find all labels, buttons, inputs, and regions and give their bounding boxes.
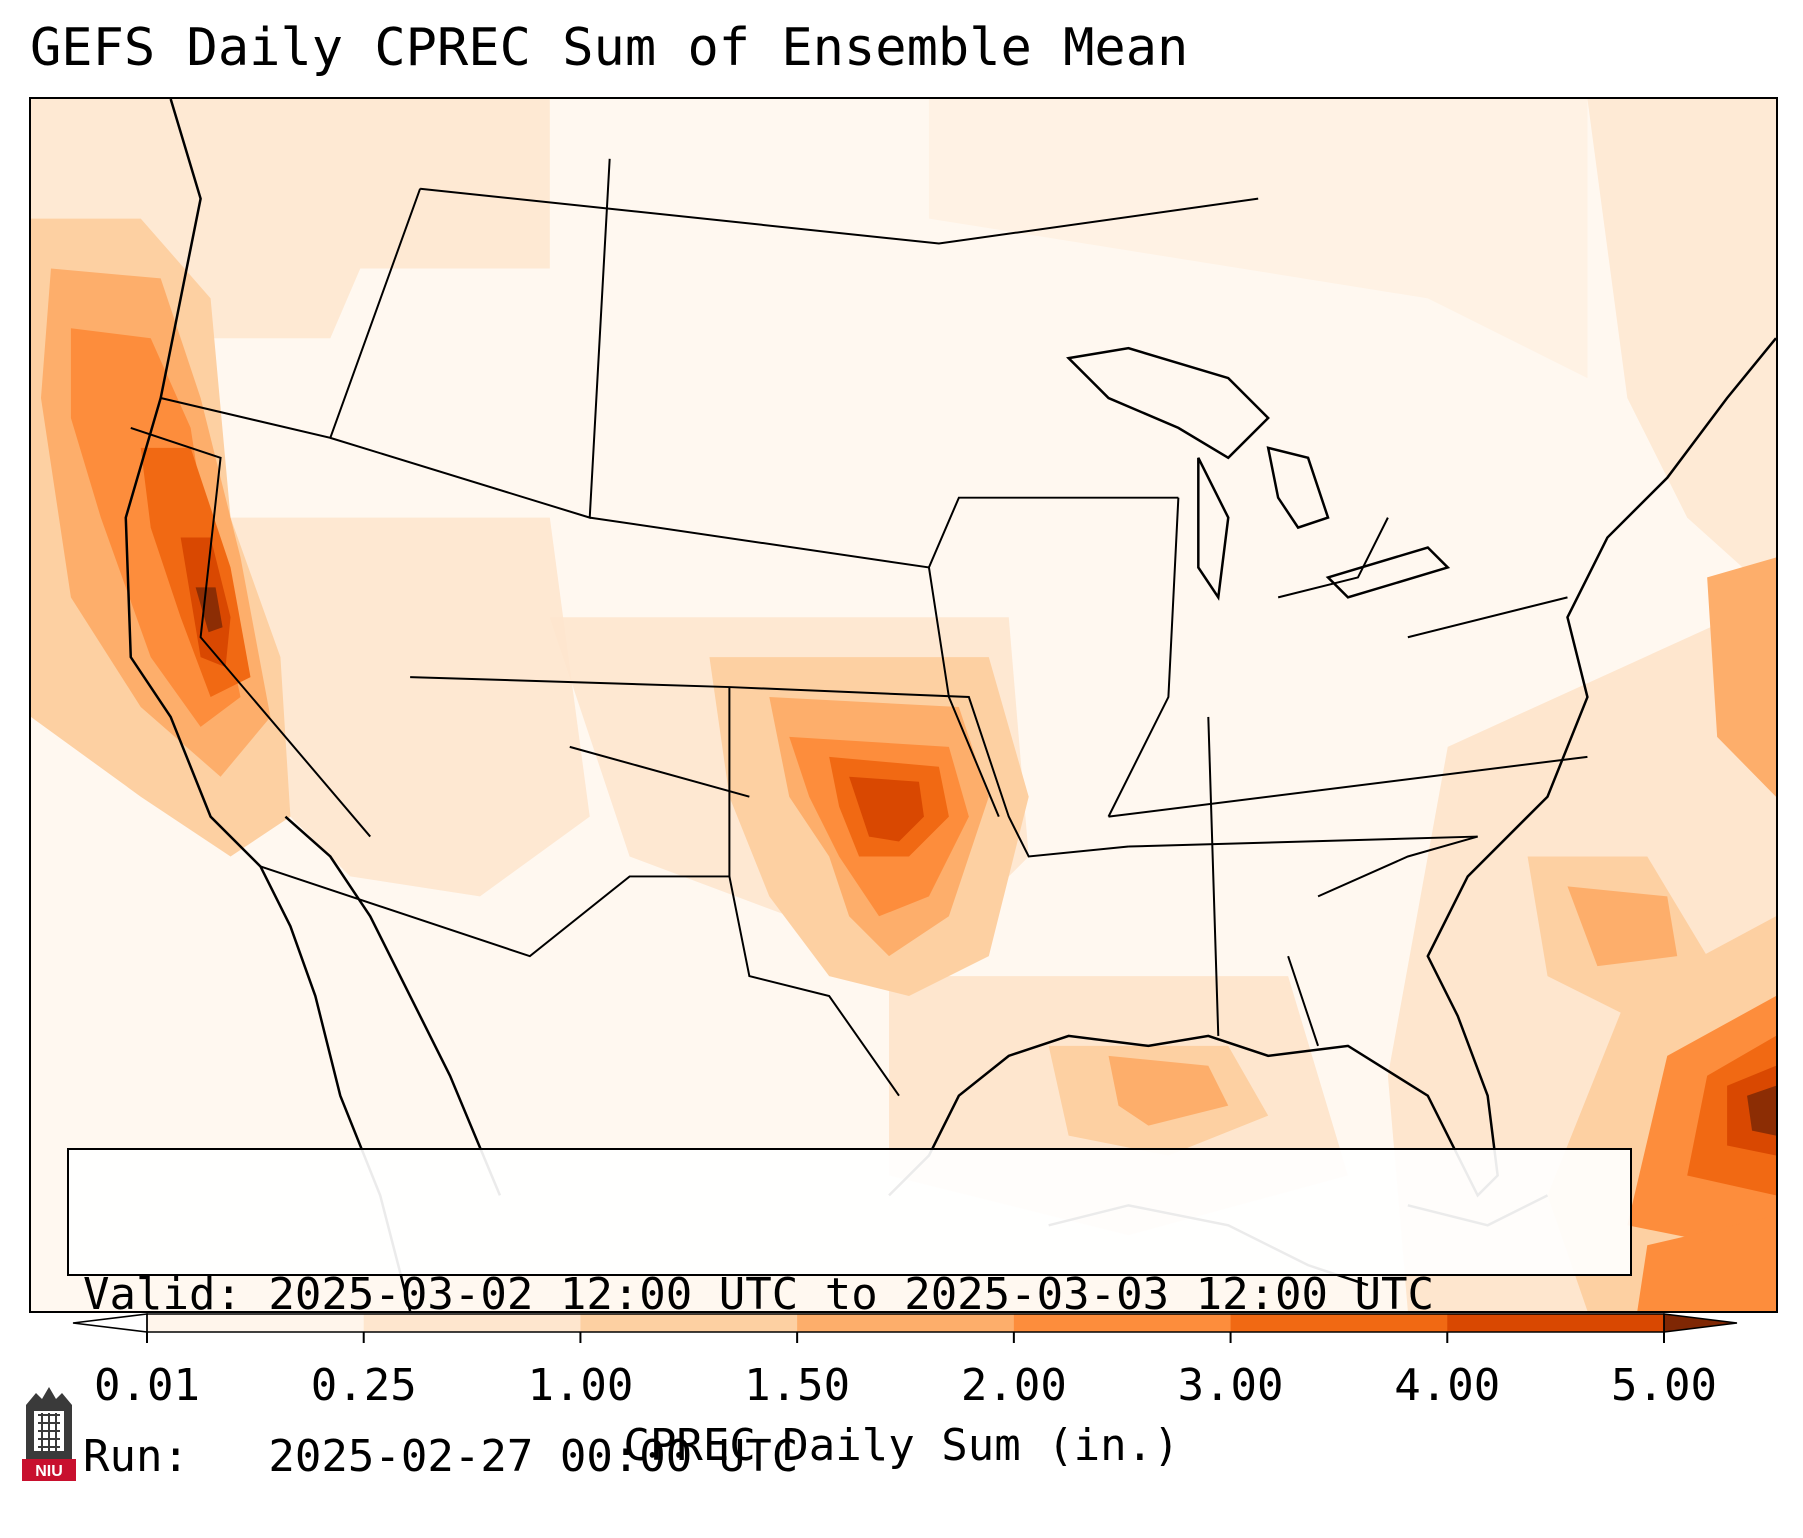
map-panel — [29, 97, 1778, 1313]
colorbar-outline — [146, 1313, 1665, 1333]
colorbar-segment — [1013, 1314, 1232, 1332]
colorbar-tick-label: 4.00 — [1394, 1360, 1501, 1411]
colorbar-tick-label: 1.00 — [527, 1360, 634, 1411]
university-tower-icon: NIU — [22, 1387, 76, 1481]
colorbar-tick-label: 3.00 — [1177, 1360, 1284, 1411]
colorbar-segment — [580, 1314, 798, 1332]
colorbar-tick-label: 2.00 — [960, 1360, 1067, 1411]
great-lakes — [1066, 346, 1451, 601]
colorbar-segment — [363, 1314, 581, 1332]
colorbar-label: CPREC Daily Sum (in.) — [623, 1420, 1180, 1471]
colorbar-tick-label: 0.01 — [94, 1360, 200, 1411]
colorbar-over-arrow — [1663, 1313, 1738, 1333]
colorbar-segment — [1230, 1314, 1448, 1332]
colorbar-tick-label: 1.50 — [744, 1360, 851, 1411]
colorbar-ticks — [146, 1332, 1665, 1343]
run-line: Run: 2025-02-27 00:00 UTC — [83, 1431, 799, 1482]
valid-time-box: Valid: 2025-03-02 12:00 UTC to 2025-03-0… — [67, 1148, 1632, 1482]
map-title: GEFS Daily CPREC Sum of Ensemble Mean — [30, 18, 1189, 78]
colorbar-segment — [1447, 1314, 1665, 1332]
logo-text: NIU — [35, 1463, 63, 1480]
colorbar-tick-label: 5.00 — [1611, 1360, 1717, 1411]
colorbar-segments — [147, 1314, 1665, 1332]
precip-map — [31, 99, 1776, 1311]
colorbar-tick-label: 0.25 — [310, 1360, 417, 1411]
state-borders — [130, 158, 1588, 1097]
colorbar — [72, 1313, 1738, 1343]
colorbar-segment — [797, 1314, 1015, 1332]
valid-line: Valid: 2025-03-02 12:00 UTC to 2025-03-0… — [83, 1269, 1435, 1320]
colorbar-segment — [147, 1314, 365, 1332]
precip-field — [31, 99, 1776, 1311]
colorbar-under-arrow — [72, 1313, 148, 1333]
